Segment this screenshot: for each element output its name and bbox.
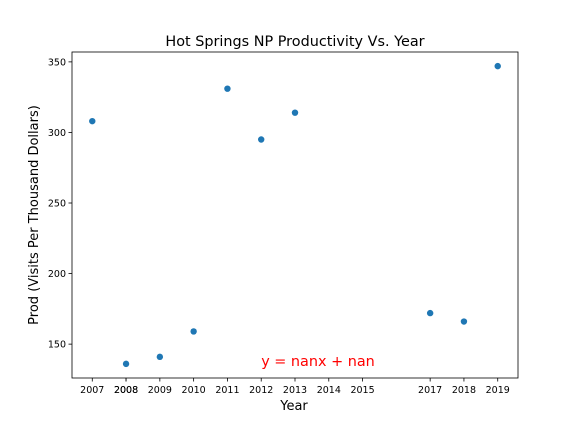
x-tick-label: 2019 — [486, 385, 510, 396]
y-tick-label: 300 — [48, 128, 66, 139]
data-point — [89, 117, 96, 125]
x-tick-label: 2008 — [114, 385, 138, 396]
plot-area-frame — [71, 51, 519, 379]
y-tick-label: 350 — [48, 57, 66, 68]
x-tick-label: 2017 — [418, 385, 442, 396]
y-axis-label: Prod (Visits Per Thousand Dollars) — [27, 105, 42, 325]
data-point — [494, 62, 501, 70]
x-tick-label: 2011 — [215, 385, 239, 396]
y-axis-ticks: 150 200 250 300 350 — [48, 57, 72, 351]
x-tick-label: 2008 — [114, 385, 138, 396]
x-tick-label: 2013 — [283, 385, 307, 396]
x-tick-label: 2010 — [182, 385, 206, 396]
x-tick-label: 2009 — [148, 385, 172, 396]
regression-annotation: y = nanx + nan — [261, 354, 375, 370]
chart-title: Hot Springs NP Productivity Vs. Year — [165, 34, 424, 50]
data-point — [291, 109, 299, 116]
data-point — [426, 309, 434, 317]
x-tick-label: 2012 — [249, 385, 273, 396]
x-tick-label: 2018 — [452, 385, 476, 396]
y-tick-label: 200 — [48, 269, 66, 280]
x-axis-label: Year — [279, 399, 308, 414]
data-point — [258, 136, 265, 143]
data-point — [460, 318, 468, 325]
y-tick-label: 150 — [48, 340, 66, 351]
data-point — [122, 360, 130, 368]
x-tick-label: 2007 — [80, 385, 104, 396]
data-point — [156, 353, 164, 361]
x-tick-label: 2015 — [350, 385, 374, 396]
y-tick-label: 250 — [48, 199, 66, 210]
data-points — [89, 62, 501, 368]
data-point — [224, 85, 231, 92]
data-point — [190, 328, 197, 335]
x-tick-label: 2014 — [317, 385, 341, 396]
